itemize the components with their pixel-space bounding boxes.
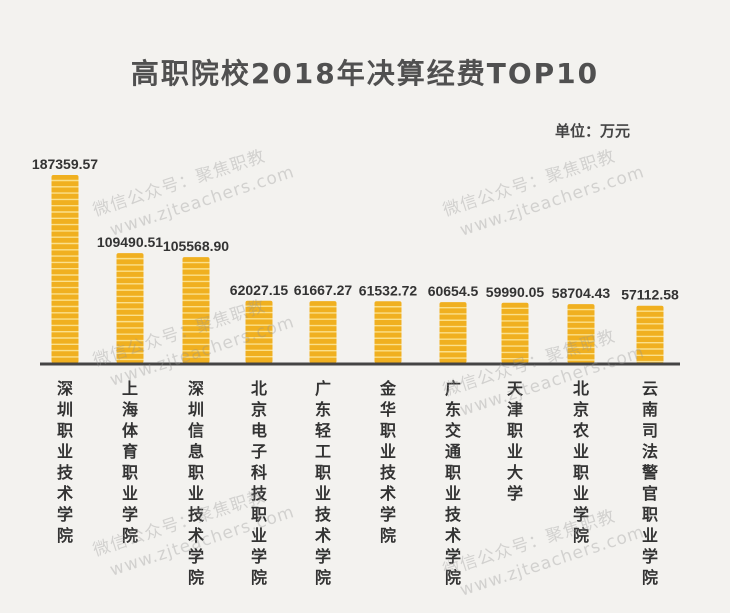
data-label: 59990.05 [486,284,545,300]
bar [439,302,467,363]
category-label: 广东交通职业技术学院 [444,379,461,587]
bar [182,257,210,363]
bar [374,301,402,363]
unit-label: 单位：万元 [555,122,631,140]
data-label: 105568.90 [163,238,229,254]
category-label: 广东轻工职业技术学院 [314,379,331,587]
data-label: 187359.57 [32,156,98,172]
category-label: 北京电子科技职业学院 [250,379,267,587]
data-label: 60654.5 [428,283,479,299]
category-label: 上海体育职业学院 [121,379,138,545]
category-label: 天津职业大学 [506,379,523,503]
data-label: 61667.27 [294,282,353,298]
chart-title: 高职院校2018年决算经费TOP10 [130,57,600,90]
bar [567,304,595,363]
bar [51,175,79,363]
category-label: 云南司法警官职业学院 [641,379,658,587]
bar [116,253,144,363]
category-label: 深圳信息职业技术学院 [187,379,204,587]
data-label: 58704.43 [552,285,611,301]
bar [309,301,337,363]
category-label: 金华职业技术学院 [379,379,396,545]
data-label: 61532.72 [359,282,418,298]
category-label: 北京农业职业学院 [572,379,589,545]
bar [636,305,664,363]
category-label: 深圳职业技术学院 [56,379,73,545]
data-label: 109490.51 [97,234,163,250]
data-label: 62027.15 [230,282,289,298]
bar [501,302,529,363]
bar [245,300,273,363]
data-label: 57112.58 [621,287,679,303]
